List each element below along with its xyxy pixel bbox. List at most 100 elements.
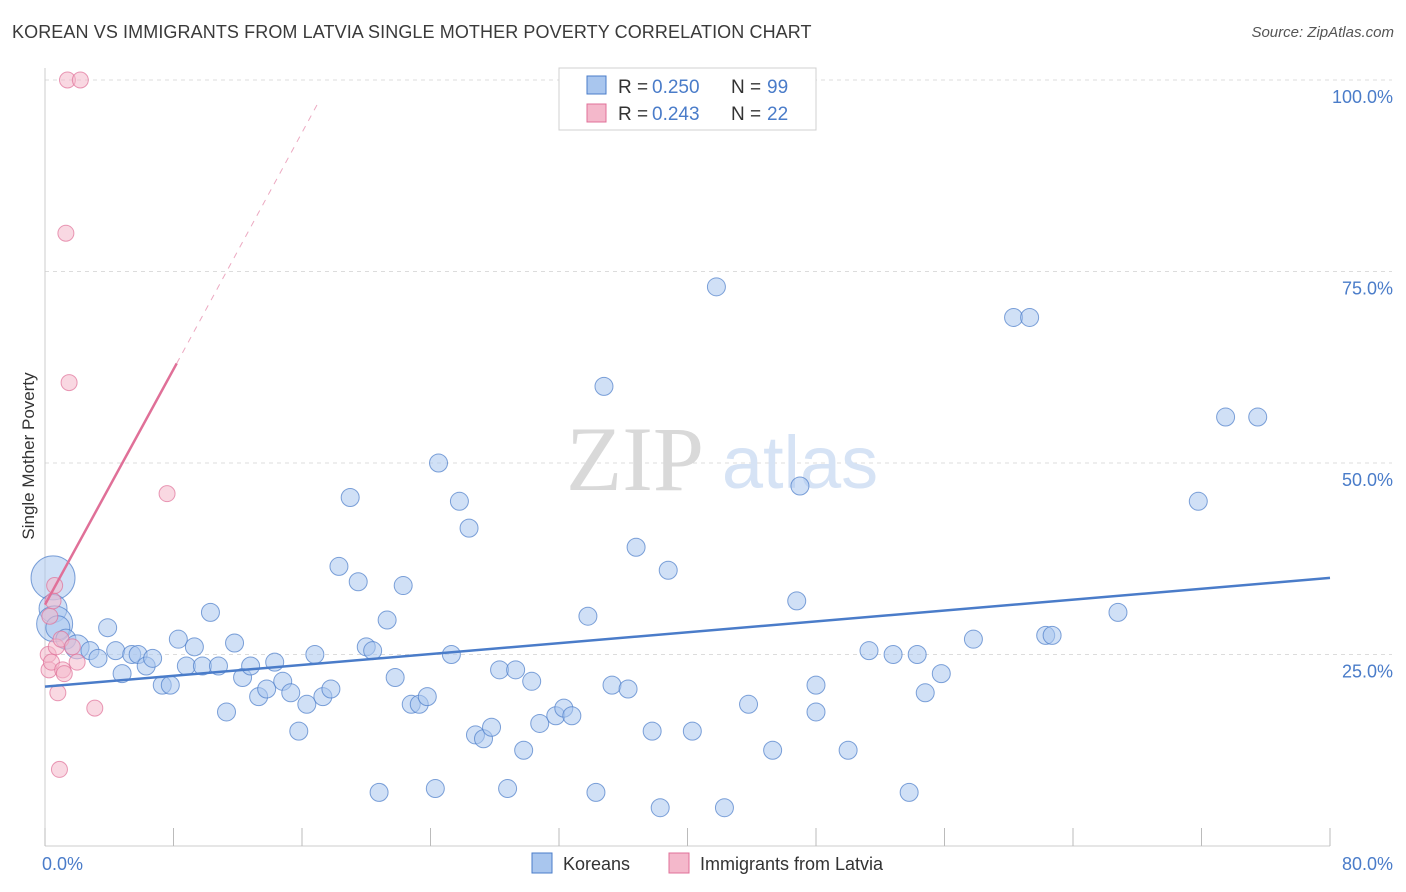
korean-point (168, 629, 188, 649)
axes (44, 68, 1331, 847)
korean-point (225, 633, 245, 653)
korean-point (88, 648, 108, 668)
korean-point (393, 576, 413, 596)
y-tick-label: 25.0% (1342, 662, 1393, 682)
watermark: ZIP atlas (566, 408, 878, 510)
latvia-point (55, 665, 73, 683)
correlation-legend: R = 0.250 N = 99 R = 0.243 N = 22 (558, 67, 817, 131)
korean-point (602, 675, 622, 695)
korean-point (739, 694, 759, 714)
korean-point (482, 717, 502, 737)
korean-point (98, 618, 118, 638)
korean-point (963, 629, 983, 649)
korean-point (1020, 307, 1040, 327)
korean-point (530, 713, 550, 733)
legend-n-label-1: N = (731, 77, 761, 98)
korean-point (369, 782, 389, 802)
korean-point (1216, 407, 1236, 427)
korean-point (281, 683, 301, 703)
korean-point (289, 721, 309, 741)
korean-point (106, 641, 126, 661)
korean-point (915, 683, 935, 703)
korean-point (385, 667, 405, 687)
korean-point (658, 560, 678, 580)
bottom-legend-koreans: Koreans (563, 854, 630, 874)
legend-swatch-latvia (586, 103, 607, 123)
korean-point (459, 518, 479, 538)
korean-point (506, 660, 526, 680)
korean-point (578, 606, 598, 626)
korean-point (642, 721, 662, 741)
bottom-legend-swatch-latvia (668, 852, 690, 874)
korean-point (682, 721, 702, 741)
korean-point (429, 453, 449, 473)
korean-point (1248, 407, 1268, 427)
korean-point (340, 487, 360, 507)
legend-n-label-2: N = (731, 104, 761, 125)
korean-point (143, 648, 163, 668)
korean-point (490, 660, 510, 680)
tick-labels: 25.0% 50.0% 75.0% 100.0% 0.0% 80.0% (42, 87, 1393, 874)
korean-trend-line (44, 576, 1331, 688)
korean-point (806, 675, 826, 695)
korean-point (1108, 602, 1128, 622)
korean-point (594, 376, 614, 396)
korean-point (907, 645, 927, 664)
korean-point (806, 702, 826, 722)
korean-point (441, 645, 461, 664)
x-tick-label: 80.0% (1342, 854, 1393, 874)
korean-point (899, 782, 919, 802)
latvia-trend-extension (176, 102, 319, 364)
korean-point (425, 779, 445, 799)
korean-point (562, 706, 582, 726)
bottom-legend-swatch-koreans (531, 852, 553, 874)
korean-point (305, 645, 325, 664)
korean-point (618, 679, 638, 699)
korean-point (883, 645, 903, 664)
latvia-trend-line (43, 362, 178, 606)
korean-point (176, 656, 196, 676)
korean-point (449, 491, 469, 511)
source-label: Source: ZipAtlas.com (1251, 24, 1394, 41)
latvia-point (158, 485, 176, 503)
legend-n-value-1: 99 (767, 77, 788, 98)
bottom-legend-latvia: Immigrants from Latvia (700, 854, 884, 874)
korean-point (838, 740, 858, 760)
y-tick-label: 50.0% (1342, 470, 1393, 490)
legend-r-value-1: 0.250 (652, 77, 700, 98)
korean-point (859, 641, 879, 661)
legend-n-value-2: 22 (767, 104, 788, 125)
y-axis-label: Single Mother Poverty (19, 372, 38, 540)
korean-point (1004, 307, 1024, 327)
korean-point (514, 740, 534, 760)
korean-points (30, 277, 1268, 818)
korean-point (257, 679, 277, 699)
latvia-point (50, 760, 68, 778)
chart-title: KOREAN VS IMMIGRANTS FROM LATVIA SINGLE … (12, 22, 812, 42)
korean-point (650, 798, 670, 818)
x-tick-label: 0.0% (42, 854, 83, 874)
korean-point (329, 556, 349, 576)
trend-lines (43, 102, 1331, 688)
korean-point (377, 610, 397, 630)
latvia-point (57, 224, 75, 242)
korean-point (931, 664, 951, 684)
korean-point (714, 798, 734, 818)
korean-point (626, 537, 646, 557)
korean-point (184, 637, 204, 657)
korean-point (1042, 625, 1062, 645)
y-tick-label: 100.0% (1332, 87, 1393, 107)
latvia-point (68, 653, 86, 671)
korean-point (297, 694, 317, 714)
latvia-points (39, 71, 176, 778)
korean-point (112, 664, 132, 684)
gridlines (45, 79, 1392, 655)
korean-point (417, 687, 437, 707)
korean-point (498, 779, 518, 799)
legend-r-label-2: R = (618, 104, 648, 125)
korean-point (522, 671, 542, 691)
korean-point (348, 572, 368, 592)
korean-point (363, 641, 383, 661)
korean-point (241, 656, 261, 676)
